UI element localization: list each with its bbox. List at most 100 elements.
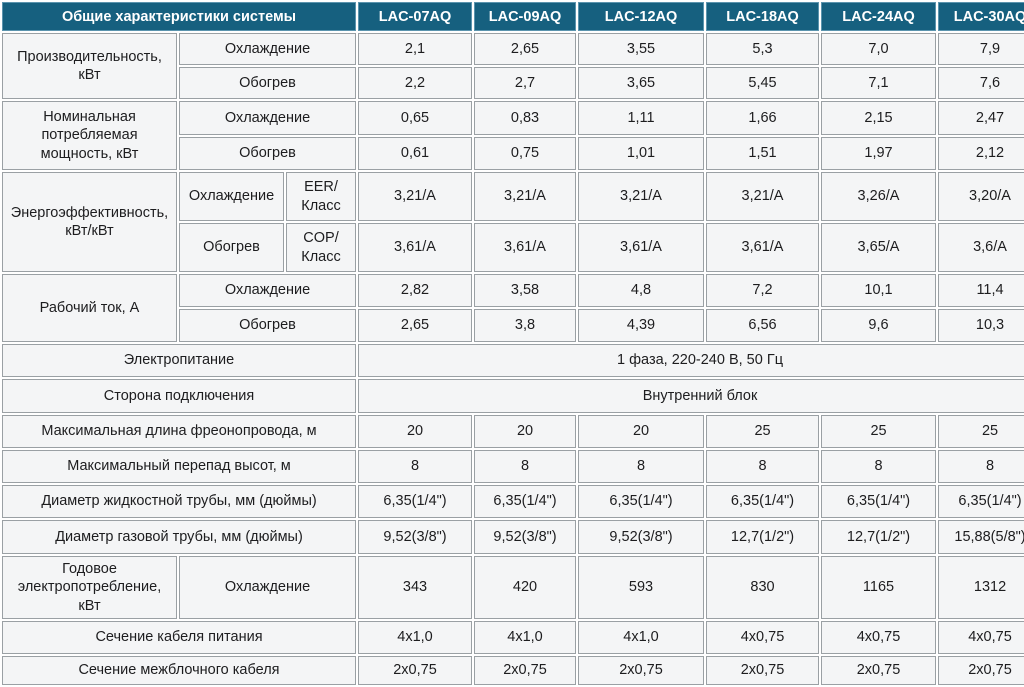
- value-cell: 0,83: [474, 101, 577, 135]
- table-row: Максимальный перепад высот, м 8 8 8 8 8 …: [2, 450, 1024, 483]
- value-cell: 0,65: [358, 101, 473, 135]
- model-header: LAC-09AQ: [474, 2, 577, 31]
- value-cell: 4,39: [578, 309, 705, 342]
- mode-label: Обогрев: [179, 309, 357, 342]
- mode-label: Охлаждение: [179, 274, 357, 307]
- metric-label: EER/ Класс: [286, 172, 357, 221]
- value-cell: 2x0,75: [938, 656, 1024, 685]
- value-cell: 10,3: [938, 309, 1024, 342]
- value-cell: 2,7: [474, 67, 577, 99]
- row-label-max-height-diff: Максимальный перепад высот, м: [2, 450, 357, 483]
- value-cell: 25: [938, 415, 1024, 448]
- value-cell: 343: [358, 556, 473, 619]
- value-cell: 7,2: [706, 274, 820, 307]
- model-header: LAC-07AQ: [358, 2, 473, 31]
- value-cell: 1,66: [706, 101, 820, 135]
- value-cell: 830: [706, 556, 820, 619]
- table-row: Обогрев 2,65 3,8 4,39 6,56 9,6 10,3: [2, 309, 1024, 342]
- value-cell: 6,35(1/4"): [706, 485, 820, 518]
- value-cell: 2,82: [358, 274, 473, 307]
- row-label-max-pipe-length: Максимальная длина фреонопровода, м: [2, 415, 357, 448]
- value-cell: 11,4: [938, 274, 1024, 307]
- value-cell: 2,15: [821, 101, 937, 135]
- value-cell: 4x0,75: [821, 621, 937, 654]
- mode-label: Охлаждение: [179, 101, 357, 135]
- table-row: Годовое электропотребление, кВт Охлажден…: [2, 556, 1024, 619]
- value-cell: 2,1: [358, 33, 473, 65]
- row-label-power-cable: Сечение кабеля питания: [2, 621, 357, 654]
- value-cell: 3,8: [474, 309, 577, 342]
- value-cell: 2,12: [938, 137, 1024, 170]
- value-cell: 593: [578, 556, 705, 619]
- row-label-connection-side: Сторона подключения: [2, 379, 357, 413]
- value-cell: 2x0,75: [706, 656, 820, 685]
- value-cell: 12,7(1/2"): [821, 520, 937, 554]
- model-header: LAC-18AQ: [706, 2, 820, 31]
- value-cell: 2x0,75: [358, 656, 473, 685]
- value-cell: 5,3: [706, 33, 820, 65]
- value-cell: 9,52(3/8"): [578, 520, 705, 554]
- row-label-interconnect-cable: Сечение межблочного кабеля: [2, 656, 357, 685]
- value-cell: 6,35(1/4"): [358, 485, 473, 518]
- value-cell: 8: [474, 450, 577, 483]
- mode-label: Обогрев: [179, 223, 284, 272]
- value-cell: 20: [358, 415, 473, 448]
- row-label-liquid-pipe: Диаметр жидкостной трубы, мм (дюймы): [2, 485, 357, 518]
- value-cell: 2,65: [358, 309, 473, 342]
- table-row: Диаметр газовой трубы, мм (дюймы) 9,52(3…: [2, 520, 1024, 554]
- value-cell: 20: [578, 415, 705, 448]
- value-cell: 4x1,0: [358, 621, 473, 654]
- value-cell: 1312: [938, 556, 1024, 619]
- value-cell: 3,61/А: [578, 223, 705, 272]
- value-cell: 3,21/А: [578, 172, 705, 221]
- value-cell: 1,97: [821, 137, 937, 170]
- model-header: LAC-12AQ: [578, 2, 705, 31]
- value-cell: 420: [474, 556, 577, 619]
- value-cell: 3,26/А: [821, 172, 937, 221]
- value-cell: 7,6: [938, 67, 1024, 99]
- value-cell: 3,20/А: [938, 172, 1024, 221]
- value-cell: 10,1: [821, 274, 937, 307]
- row-label-current: Рабочий ток, А: [2, 274, 177, 342]
- value-cell: 3,21/А: [706, 172, 820, 221]
- value-cell: 4,8: [578, 274, 705, 307]
- value-cell: 3,65: [578, 67, 705, 99]
- table-row: Номинальная потребляемая мощность, кВт О…: [2, 101, 1024, 170]
- row-label-annual-consumption: Годовое электропотребление, кВт: [2, 556, 177, 619]
- table-row: Производительность, кВт Охлаждение 2,1 2…: [2, 33, 1024, 99]
- value-cell: 4x0,75: [938, 621, 1024, 654]
- table-row: Сечение межблочного кабеля 2x0,75 2x0,75…: [2, 656, 1024, 685]
- value-cell: 20: [474, 415, 577, 448]
- value-cell: 8: [706, 450, 820, 483]
- row-label-efficiency: Энергоэффективность, кВт/кВт: [2, 172, 177, 272]
- value-cell: 7,9: [938, 33, 1024, 65]
- table-row: Рабочий ток, А Охлаждение 2,82 3,58 4,8 …: [2, 274, 1024, 342]
- value-cell: 9,6: [821, 309, 937, 342]
- value-cell: 2x0,75: [474, 656, 577, 685]
- header-title-cell: Общие характеристики системы: [2, 2, 357, 31]
- value-cell: 6,35(1/4"): [578, 485, 705, 518]
- value-cell-span: Внутренний блок: [358, 379, 1024, 413]
- value-cell: 3,61/А: [358, 223, 473, 272]
- row-label-gas-pipe: Диаметр газовой трубы, мм (дюймы): [2, 520, 357, 554]
- value-cell: 3,21/А: [358, 172, 473, 221]
- value-cell: 9,52(3/8"): [358, 520, 473, 554]
- table-row: Обогрев 0,61 0,75 1,01 1,51 1,97 2,12: [2, 137, 1024, 170]
- table-row: Обогрев COP/ Класс 3,61/А 3,61/А 3,61/А …: [2, 223, 1024, 272]
- value-cell: 3,6/А: [938, 223, 1024, 272]
- model-header: LAC-30AQ: [938, 2, 1024, 31]
- value-cell: 8: [358, 450, 473, 483]
- value-cell: 9,52(3/8"): [474, 520, 577, 554]
- value-cell: 25: [821, 415, 937, 448]
- value-cell-span: 1 фаза, 220-240 В, 50 Гц: [358, 344, 1024, 377]
- value-cell: 6,35(1/4"): [938, 485, 1024, 518]
- value-cell: 4x0,75: [706, 621, 820, 654]
- table-row: Энергоэффективность, кВт/кВт Охлаждение …: [2, 172, 1024, 272]
- value-cell: 15,88(5/8"): [938, 520, 1024, 554]
- value-cell: 2x0,75: [821, 656, 937, 685]
- mode-label: Охлаждение: [179, 556, 357, 619]
- mode-label: Обогрев: [179, 67, 357, 99]
- value-cell: 2,2: [358, 67, 473, 99]
